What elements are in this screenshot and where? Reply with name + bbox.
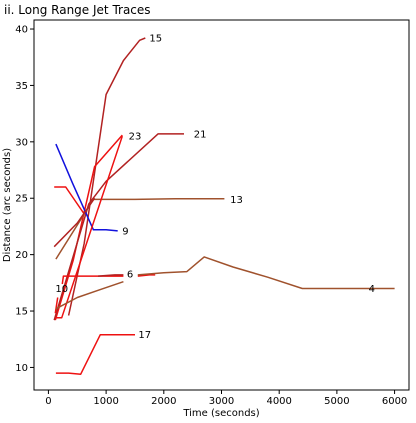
trace-label-4: 4 [369,284,375,295]
y-tick-label: 25 [15,194,28,205]
trace-label-17: 17 [138,330,151,341]
series-line [97,274,124,277]
series-line-17 [55,333,135,375]
trace-label-10: 10 [55,284,68,295]
series-line-15 [67,37,146,316]
x-tick-label: 3000 [209,396,234,407]
series-line-9 [55,143,118,232]
trace-label-21: 21 [194,129,207,140]
series-line-21 [53,133,184,321]
x-axis-ticks: 0 1000 2000 3000 4000 5000 6000 [45,390,407,407]
chart-title: ii. Long Range Jet Traces [4,3,151,17]
y-tick-label: 15 [15,307,28,318]
trace-label-6: 6 [127,269,133,280]
series-line-6 [61,275,124,285]
y-axis-ticks: 10 15 20 25 30 35 40 [15,25,34,374]
series-line-4 [137,256,395,290]
series-line-10 [54,297,59,314]
x-tick-label: 4000 [266,396,291,407]
x-tick-label: 1000 [93,396,118,407]
series-line [137,274,156,277]
x-tick-label: 5000 [324,396,349,407]
series-line [55,280,124,310]
y-tick-label: 40 [15,25,28,36]
y-tick-label: 35 [15,81,28,92]
y-axis-label: Distance (arc seconds) [2,148,13,262]
y-tick-label: 10 [15,363,28,374]
trace-label-13: 13 [230,195,243,206]
series-line [53,197,96,248]
x-tick-label: 6000 [382,396,407,407]
series-group [53,37,395,375]
trace-label-15: 15 [149,34,162,45]
annotation-group: 15 23 21 13 9 6 4 10 17 [55,34,375,342]
series-line-13 [55,198,225,260]
x-axis-label: Time (seconds) [182,408,259,419]
y-tick-label: 20 [15,250,28,261]
trace-label-9: 9 [122,226,128,237]
y-tick-label: 30 [15,137,28,148]
x-tick-label: 2000 [151,396,176,407]
series-line [55,135,124,319]
x-tick-label: 0 [45,396,51,407]
series-line [54,186,85,215]
trace-label-23: 23 [129,132,142,143]
